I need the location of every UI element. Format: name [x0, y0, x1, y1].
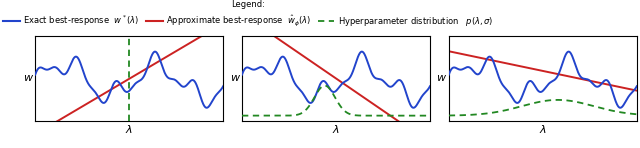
Y-axis label: $w$: $w$ — [436, 73, 447, 83]
Y-axis label: $w$: $w$ — [230, 73, 241, 83]
X-axis label: $\lambda$: $\lambda$ — [125, 123, 133, 135]
X-axis label: $\lambda$: $\lambda$ — [539, 123, 547, 135]
Y-axis label: $w$: $w$ — [22, 73, 34, 83]
Legend: Exact best-response  $w^*(\lambda)$, Approximate best-response  $\hat{w}_\phi(\l: Exact best-response $w^*(\lambda)$, Appr… — [3, 0, 493, 28]
X-axis label: $\lambda$: $\lambda$ — [332, 123, 340, 135]
